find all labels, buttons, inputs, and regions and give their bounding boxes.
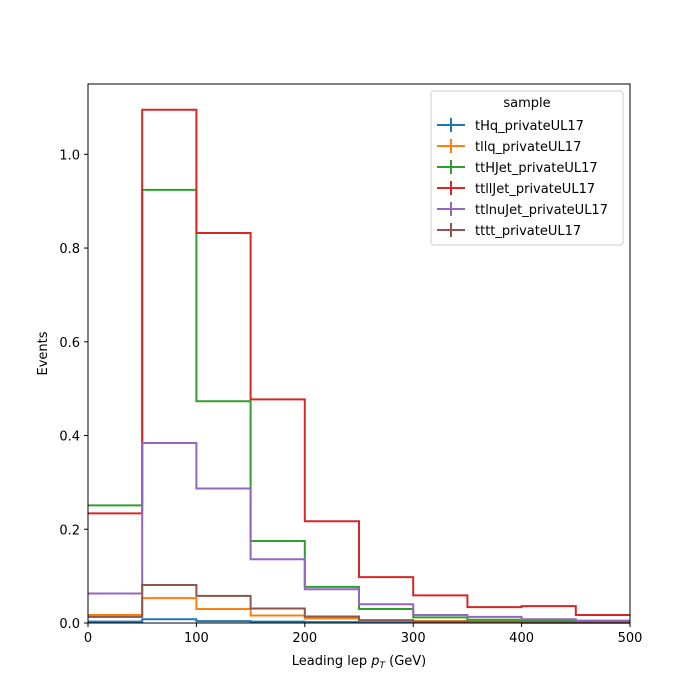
legend-entry-tHq_privateUL17: tHq_privateUL17 bbox=[437, 118, 584, 134]
x-axis-ticks: 0 100 200 300 400 500 bbox=[84, 623, 643, 646]
x-tick-label: 0 bbox=[84, 631, 92, 646]
x-axis-label: Leading lep pT (GeV) bbox=[292, 654, 426, 672]
y-tick-label: 1.0 bbox=[59, 148, 80, 163]
x-tick-label: 100 bbox=[184, 631, 209, 646]
legend-label: tHq_privateUL17 bbox=[475, 119, 584, 134]
legend-entry-ttllJet_privateUL17: ttllJet_privateUL17 bbox=[437, 181, 595, 197]
legend-label: ttHJet_privateUL17 bbox=[475, 161, 598, 176]
legend-entry-ttHJet_privateUL17: ttHJet_privateUL17 bbox=[437, 160, 598, 176]
series-line-tttt_privateUL17 bbox=[88, 584, 630, 624]
x-tick-label: 200 bbox=[292, 631, 317, 646]
legend-entry-tllq_privateUL17: tllq_privateUL17 bbox=[437, 139, 581, 155]
series-layer bbox=[88, 108, 630, 624]
plot-frame bbox=[87, 83, 631, 624]
legend-title: sample bbox=[503, 96, 550, 111]
series-line-ttllJet_privateUL17 bbox=[88, 108, 630, 617]
y-axis-ticks: 0.0 0.2 0.4 0.6 0.8 1.0 bbox=[59, 148, 88, 632]
y-tick-label: 0.0 bbox=[59, 617, 80, 632]
series-line-ttlnuJet_privateUL17 bbox=[88, 442, 630, 622]
legend-label: tllq_privateUL17 bbox=[475, 140, 581, 155]
legend-box bbox=[430, 90, 624, 246]
y-tick-label: 0.6 bbox=[59, 336, 80, 351]
legend-entry-ttlnuJet_privateUL17: ttlnuJet_privateUL17 bbox=[437, 202, 608, 218]
legend-label: tttt_privateUL17 bbox=[475, 224, 581, 239]
legend-entry-tttt_privateUL17: tttt_privateUL17 bbox=[437, 223, 581, 239]
x-tick-label: 400 bbox=[509, 631, 534, 646]
y-tick-label: 0.4 bbox=[59, 430, 80, 445]
legend-label: ttllJet_privateUL17 bbox=[475, 182, 595, 197]
y-axis-label: Events bbox=[36, 331, 51, 375]
legend: sample tHq_privateUL17 tllq_privateUL17tt… bbox=[430, 90, 624, 246]
x-tick-label: 500 bbox=[618, 631, 643, 646]
legend-label: ttlnuJet_privateUL17 bbox=[475, 203, 608, 218]
x-tick-label: 300 bbox=[401, 631, 426, 646]
y-tick-label: 0.8 bbox=[59, 242, 80, 257]
y-tick-label: 0.2 bbox=[59, 523, 80, 538]
legend-entries: tHq_privateUL17 tllq_privateUL17 ttHJet_pr… bbox=[437, 118, 608, 239]
